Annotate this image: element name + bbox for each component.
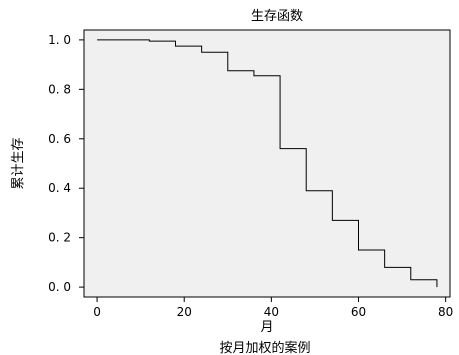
x-tick-label: 40 <box>264 305 279 319</box>
x-tick-label: 0 <box>93 305 101 319</box>
x-tick-label: 80 <box>438 305 453 319</box>
plot-area <box>83 29 451 298</box>
y-tick-label: 1. 0 <box>48 33 71 47</box>
x-axis: 0 20 40 60 80 <box>93 297 453 319</box>
x-tick-label: 60 <box>351 305 366 319</box>
x-axis-label: 月 <box>260 320 273 335</box>
y-tick-label: 0. 8 <box>48 82 71 96</box>
survival-step-line <box>97 39 438 288</box>
y-tick-label: 0. 0 <box>48 280 71 294</box>
y-tick-label: 0. 2 <box>48 231 71 245</box>
y-tick-label: 0. 4 <box>48 181 71 195</box>
y-axis-label: 累计生存 <box>11 137 26 189</box>
y-axis: 0. 0 0. 2 0. 4 0. 6 0. 8 1. 0 <box>48 33 84 294</box>
x-tick-label: 20 <box>177 305 192 319</box>
chart-title: 生存函数 <box>251 9 303 24</box>
y-tick-label: 0. 6 <box>48 132 71 146</box>
series-group <box>97 39 438 288</box>
x-axis-secondary-label: 按月加权的案例 <box>219 340 310 355</box>
